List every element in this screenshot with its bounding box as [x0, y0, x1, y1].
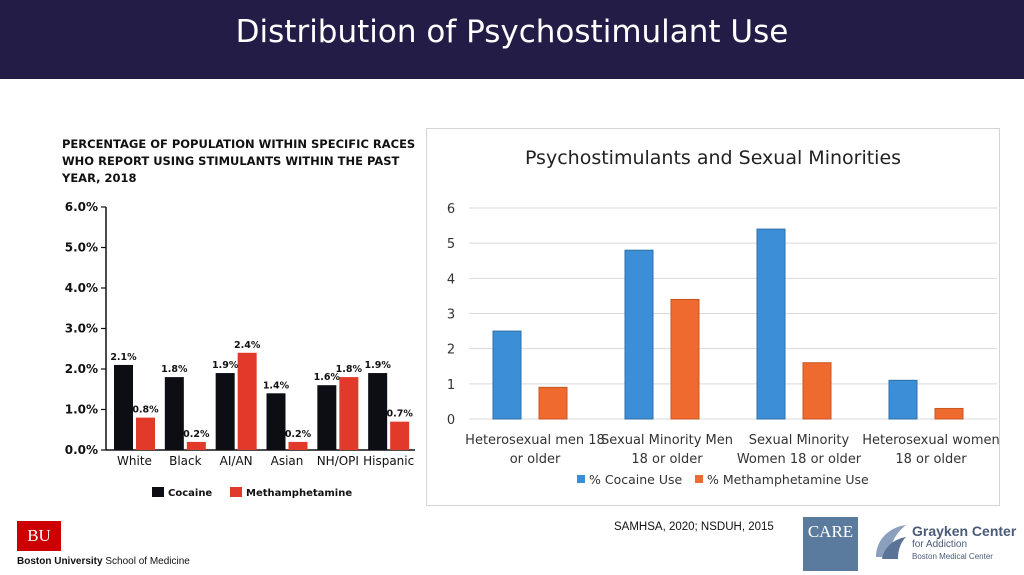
bar-methamphetamine: [237, 352, 257, 450]
bar-cocaine: [888, 379, 918, 420]
bu-name-bold: Boston University: [17, 556, 103, 567]
y-tick-label: 4: [447, 272, 455, 287]
x-tick-label: or older: [510, 452, 561, 467]
bar-cocaine: [492, 330, 522, 420]
x-tick-label: Black: [169, 454, 202, 468]
y-tick-label: 0: [447, 413, 455, 428]
bar-cocaine: [368, 373, 388, 450]
care-logo: CARE: [803, 517, 858, 571]
grayken-subtitle: for Addiction: [912, 539, 968, 550]
y-tick-label: 1: [447, 378, 455, 393]
data-label: 1.9%: [364, 360, 391, 371]
data-label: 1.4%: [263, 380, 290, 391]
minority-chart-svg: 0 1 2 3 4 5 6 Heterosexual men 18 or older Sexual…: [447, 202, 1000, 487]
bar-methamphetamine: [934, 407, 964, 420]
bar-methamphetamine: [670, 298, 700, 420]
bar-cocaine: [756, 228, 786, 420]
x-tick-label: White: [117, 454, 152, 468]
x-tick-label: 18 or older: [895, 452, 967, 467]
care-mark: CARE: [807, 522, 854, 541]
y-tick-label: 1.0%: [65, 403, 98, 417]
bar-cocaine: [317, 385, 337, 450]
race-stimulant-chart: PERCENTAGE OF POPULATION WITHIN SPECIFIC…: [58, 130, 420, 508]
legend-label: Methamphetamine: [246, 488, 352, 499]
y-tick-label: 6.0%: [65, 200, 98, 214]
grayken-name: Grayken Center: [912, 523, 1017, 539]
y-tick-label: 3.0%: [65, 322, 98, 336]
bar-methamphetamine: [538, 386, 568, 420]
bar-cocaine: [266, 393, 286, 450]
data-label: 0.2%: [183, 429, 210, 440]
x-tick-label: 18 or older: [631, 452, 703, 467]
data-label: 1.8%: [336, 364, 363, 375]
bu-school-name: Boston University School of Medicine: [17, 556, 190, 567]
legend-swatch: [695, 475, 703, 483]
y-tick-label: 3: [447, 308, 455, 323]
grayken-org: Boston Medical Center: [912, 552, 993, 561]
y-tick-label: 6: [447, 202, 455, 217]
data-label: 2.1%: [110, 352, 137, 363]
data-label: 1.9%: [212, 360, 239, 371]
data-label: 1.6%: [314, 372, 341, 383]
y-tick-label: 4.0%: [65, 281, 98, 295]
x-tick-label: Sexual Minority: [749, 433, 850, 448]
minority-chart-title: Psychostimulants and Sexual Minorities: [524, 147, 902, 169]
y-tick-label: 2: [447, 343, 455, 358]
grayken-logo: Grayken Center for Addiction Boston Medi…: [872, 519, 1022, 569]
legend-swatch: [577, 475, 585, 483]
bar-methamphetamine: [288, 441, 308, 450]
bu-name-rest: School of Medicine: [102, 556, 190, 567]
bar-methamphetamine: [186, 441, 206, 450]
bar-cocaine: [624, 249, 654, 420]
legend-label: Cocaine: [168, 488, 212, 499]
race-chart-title: PERCENTAGE OF POPULATION WITHIN SPECIFIC…: [62, 137, 416, 185]
slide-title: Distribution of Psychostimulant Use: [235, 14, 789, 50]
race-chart-svg: 0.0% 1.0% 2.0% 3.0% 4.0% 5.0% 6.0% 2.1% 0.8% Whit…: [65, 200, 415, 499]
legend-label: % Cocaine Use: [589, 472, 682, 487]
x-tick-label: Hispanic: [363, 454, 414, 468]
bar-methamphetamine: [136, 417, 155, 450]
x-tick-label: AI/AN: [220, 454, 253, 468]
bu-logo: BU: [17, 521, 61, 551]
bar-methamphetamine: [390, 421, 410, 450]
bar-methamphetamine: [339, 377, 359, 450]
legend-swatch: [230, 487, 242, 497]
grayken-mark-icon: [876, 525, 906, 559]
data-label: 0.2%: [285, 429, 312, 440]
x-tick-label: Asian: [271, 454, 304, 468]
data-label: 2.4%: [234, 340, 261, 351]
bar-methamphetamine: [802, 362, 832, 420]
legend-label: % Methamphetamine Use: [707, 472, 869, 487]
title-bar: Distribution of Psychostimulant Use: [0, 0, 1024, 79]
x-tick-label: Sexual Minority Men: [601, 433, 733, 448]
x-tick-label: Heterosexual women: [862, 433, 1000, 448]
bar-cocaine: [215, 373, 235, 450]
data-label: 1.8%: [161, 364, 188, 375]
data-label: 0.8%: [132, 405, 159, 416]
y-tick-label: 0.0%: [65, 443, 98, 457]
x-tick-label: Heterosexual men 18: [465, 433, 605, 448]
bar-cocaine: [164, 377, 184, 450]
data-label: 0.7%: [386, 409, 413, 420]
x-tick-label: Women 18 or older: [737, 452, 862, 467]
bar-cocaine: [114, 364, 133, 450]
y-tick-label: 2.0%: [65, 362, 98, 376]
y-tick-label: 5: [447, 237, 455, 252]
x-tick-label: NH/OPI: [317, 454, 359, 468]
sexual-minority-chart: Psychostimulants and Sexual Minorities 0…: [426, 128, 1000, 506]
y-tick-label: 5.0%: [65, 241, 98, 255]
legend-swatch: [152, 487, 164, 497]
citation: SAMHSA, 2020; NSDUH, 2015: [614, 521, 774, 533]
